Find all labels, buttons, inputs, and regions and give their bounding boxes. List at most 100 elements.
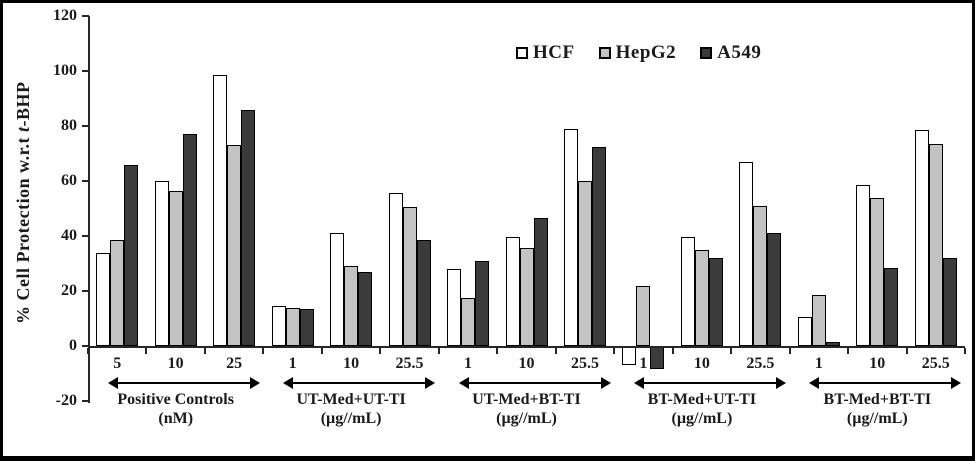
bar-hcf [563,128,578,346]
y-tick-label: -20 [55,392,77,409]
y-tick-mark [82,70,89,72]
bar-a549 [884,267,899,346]
x-tick-mark [905,348,908,354]
arrow-left-head [633,377,644,389]
bar-a549 [358,271,373,346]
y-tick-label: 80 [61,117,77,134]
legend-label: A549 [717,42,762,63]
arrow-right-head [425,377,436,389]
arrow-right-head [249,377,260,389]
bar-hepg2 [519,248,534,346]
legend-label: HCF [533,42,575,63]
bar-hepg2 [928,143,943,346]
x-category-label: 25.5 [921,355,950,372]
x-tick-mark [671,348,674,354]
group-label: Positive Controls [117,391,234,408]
bar-a549 [942,258,957,346]
legend: HCF HepG2 A549 [516,42,761,64]
x-category-label: 10 [869,355,886,372]
y-tick-mark [82,290,89,292]
y-tick-label: 20 [61,282,77,299]
x-tick-mark [437,348,440,354]
x-tick-mark [379,348,382,354]
arrow-left-head [809,377,820,389]
bar-hcf [154,181,169,346]
y-tick-mark [82,345,89,347]
x-category-label: 1 [288,355,297,372]
group-range-arrow [633,377,786,389]
group-label: BT-Med+BT-TI [823,391,932,408]
x-tick-mark [203,348,206,354]
bar-hcf [505,237,520,346]
bar-a549 [124,164,139,346]
group-label: UT-Med+UT-TI [296,391,406,408]
bar-a549 [182,134,197,346]
group-range-arrow [809,377,962,389]
bar-hcf [680,237,695,346]
x-category-label: 10 [518,355,535,372]
x-axis-line [88,346,965,348]
x-tick-mark [145,348,148,354]
bar-a549 [767,233,782,346]
arrow-right-head [951,377,962,389]
bar-hepg2 [227,145,242,346]
x-category-label: 25.5 [570,355,599,372]
bar-hcf [213,75,228,346]
arrow-left-head [283,377,294,389]
group-units-label: (nM) [158,410,194,427]
legend-label: HepG2 [615,42,677,63]
x-tick-mark [554,348,557,354]
bar-hepg2 [694,249,709,346]
bar-hcf [856,185,871,346]
group-units-label: (µg//mL) [846,410,908,427]
bar-a549 [416,240,431,346]
group-range-arrow [107,377,260,389]
legend-item: HCF [516,42,575,64]
y-tick-mark [82,235,89,237]
bar-a549 [299,308,314,346]
x-tick-mark [262,348,265,354]
bar-hcf [797,317,812,346]
bar-a549 [241,109,256,346]
bar-hepg2 [811,295,826,346]
y-tick-label: 60 [61,172,77,189]
x-tick-mark [788,348,791,354]
x-category-label: 10 [693,355,710,372]
bar-hcf [96,252,111,346]
y-tick-mark [82,125,89,127]
bar-a549 [475,260,490,346]
bar-a549 [708,258,723,346]
x-category-label: 25.5 [746,355,775,372]
group-label: BT-Med+UT-TI [647,391,757,408]
bar-hepg2 [461,297,476,346]
legend-swatch-a549 [700,47,713,59]
x-tick-mark [613,348,616,354]
x-tick-mark [320,348,323,354]
bar-hepg2 [753,205,768,346]
y-tick-mark [82,15,89,17]
x-category-label: 25.5 [395,355,424,372]
y-axis-line [88,16,90,403]
bar-hcf [271,306,286,346]
bar-a549 [533,218,548,346]
group-range-arrow [283,377,436,389]
group-range-arrow [458,377,611,389]
bar-hcf [447,269,462,346]
y-tick-label: 0 [69,337,77,354]
arrow-right-head [600,377,611,389]
legend-item: HepG2 [598,42,677,64]
bar-hepg2 [577,181,592,346]
group-units-label: (µg//mL) [320,410,382,427]
x-tick-mark [730,348,733,354]
legend-swatch-hepg2 [598,47,611,59]
arrow-left-head [458,377,469,389]
bar-hepg2 [110,240,125,346]
y-tick-label: 40 [61,227,77,244]
group-units-label: (µg//mL) [496,410,557,427]
bar-hepg2 [636,285,651,346]
x-category-label: 10 [167,355,184,372]
y-tick-label: 100 [53,62,77,79]
bar-hepg2 [168,190,183,346]
x-tick-mark [496,348,499,354]
bar-hepg2 [344,266,359,346]
